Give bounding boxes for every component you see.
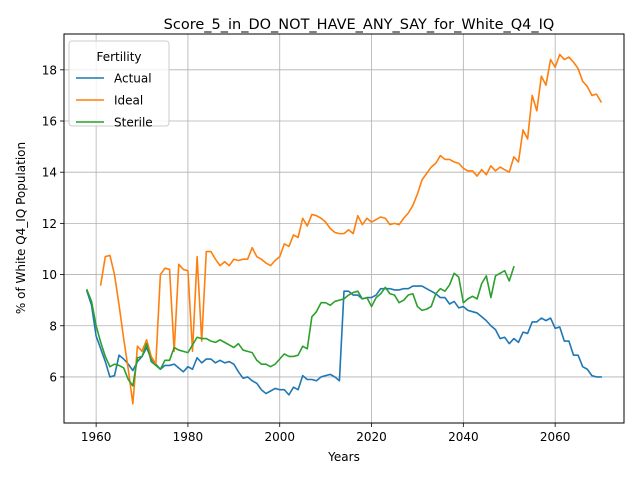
legend-label-sterile: Sterile [114,116,153,130]
y-axis-label: % of White Q4_IQ Population [14,142,28,314]
series-layer [85,53,603,405]
x-tick-label: 2000 [264,430,295,444]
legend-label-actual: Actual [114,72,152,86]
x-tick-label: 1980 [173,430,204,444]
legend-box [68,40,170,127]
y-tick-label: 14 [42,166,57,180]
plot-frame [63,33,625,424]
y-axis: 6 8 10 12 14 16 18 [42,63,64,384]
x-tick-label: 1960 [81,430,112,444]
chart-title: Score_5_in_DO_NOT_HAVE_ANY_SAY_for_White… [164,17,555,33]
legend-title: Fertility [96,50,141,64]
legend: Fertility Actual Ideal Sterile [68,40,170,130]
y-tick-label: 8 [49,319,57,333]
y-tick-label: 18 [42,63,57,77]
x-axis: 1960 1980 2000 2020 2040 2060 [81,423,571,444]
y-tick-label: 6 [49,370,57,384]
series-line-actual [85,285,602,396]
x-tick-label: 2020 [356,430,387,444]
x-axis-label: Years [327,450,360,464]
x-tick-label: 2060 [540,430,571,444]
series-line-ideal [99,53,603,405]
x-tick-label: 2040 [448,430,479,444]
legend-label-ideal: Ideal [114,94,143,108]
series-line-sterile [85,265,515,387]
y-tick-label: 16 [42,115,57,129]
y-tick-label: 12 [42,217,57,231]
y-tick-label: 10 [42,268,57,282]
